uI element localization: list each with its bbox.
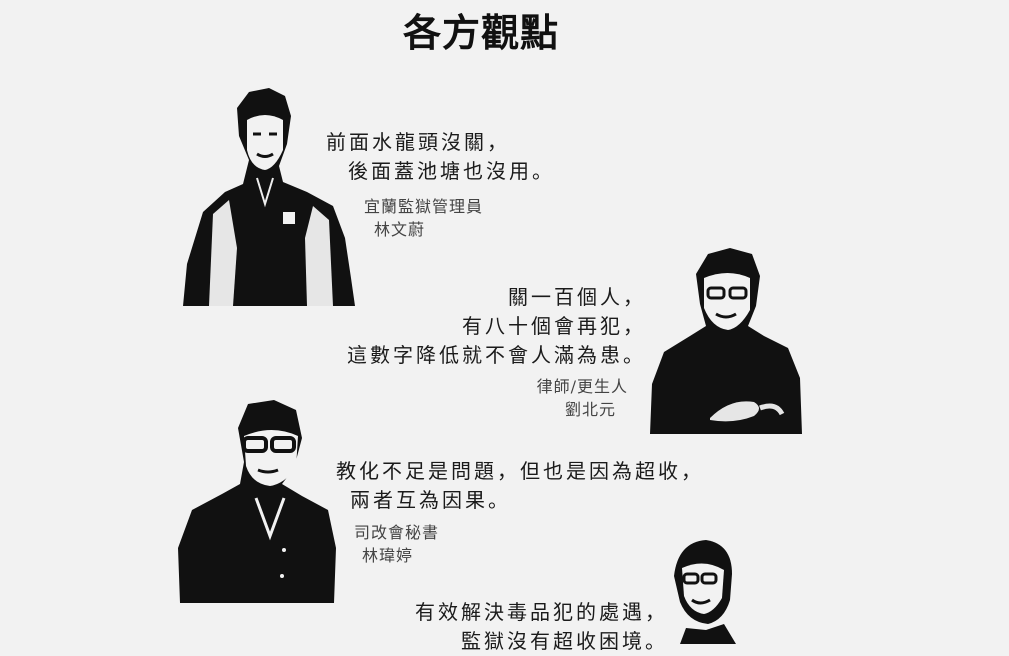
portrait-lin-weiting [178,398,338,603]
quote-3-line-2: 兩者互為因果。 [350,488,511,512]
quote-1-line-1: 前面水龍頭沒關， [326,130,510,154]
quote-4: 有效解決毒品犯的處遇， 監獄沒有超收困境。 [400,598,668,656]
quote-2-line-2: 有八十個會再犯， [462,314,646,338]
attribution-3-role: 司改會秘書 [354,523,440,542]
quote-4-line-2: 監獄沒有超收困境。 [461,629,668,653]
attribution-1-name: 林文蔚 [374,220,426,239]
attribution-2: 律師/更生人 劉北元 [470,375,628,421]
attribution-3-name: 林瑋婷 [362,546,414,565]
attribution-1-role: 宜蘭監獄管理員 [364,197,484,216]
page-title: 各方觀點 [402,11,559,55]
quote-3-line-1: 教化不足是問題，但也是因為超收， [336,459,704,483]
portrait-liu-beiyuan [650,248,802,434]
quote-4-line-1: 有效解決毒品犯的處遇， [415,600,668,624]
attribution-2-role: 律師/更生人 [536,377,628,396]
portrait-lin-wenwei [183,88,356,306]
quote-2-line-3: 這數字降低就不會人滿為患。 [347,343,646,367]
attribution-3: 司改會秘書 林瑋婷 [354,521,439,567]
quote-2: 關一百個人， 有八十個會再犯， 這數字降低就不會人滿為患。 [326,283,646,370]
quote-3: 教化不足是問題，但也是因為超收， 兩者互為因果。 [336,457,704,515]
portrait-fourth-speaker [660,538,740,644]
quote-1-line-2: 後面蓋池塘也沒用。 [348,159,555,183]
quote-2-line-1: 關一百個人， [508,285,646,309]
attribution-1: 宜蘭監獄管理員 林文蔚 [364,195,483,241]
quote-1: 前面水龍頭沒關， 後面蓋池塘也沒用。 [326,128,555,186]
attribution-2-name: 劉北元 [564,400,616,419]
